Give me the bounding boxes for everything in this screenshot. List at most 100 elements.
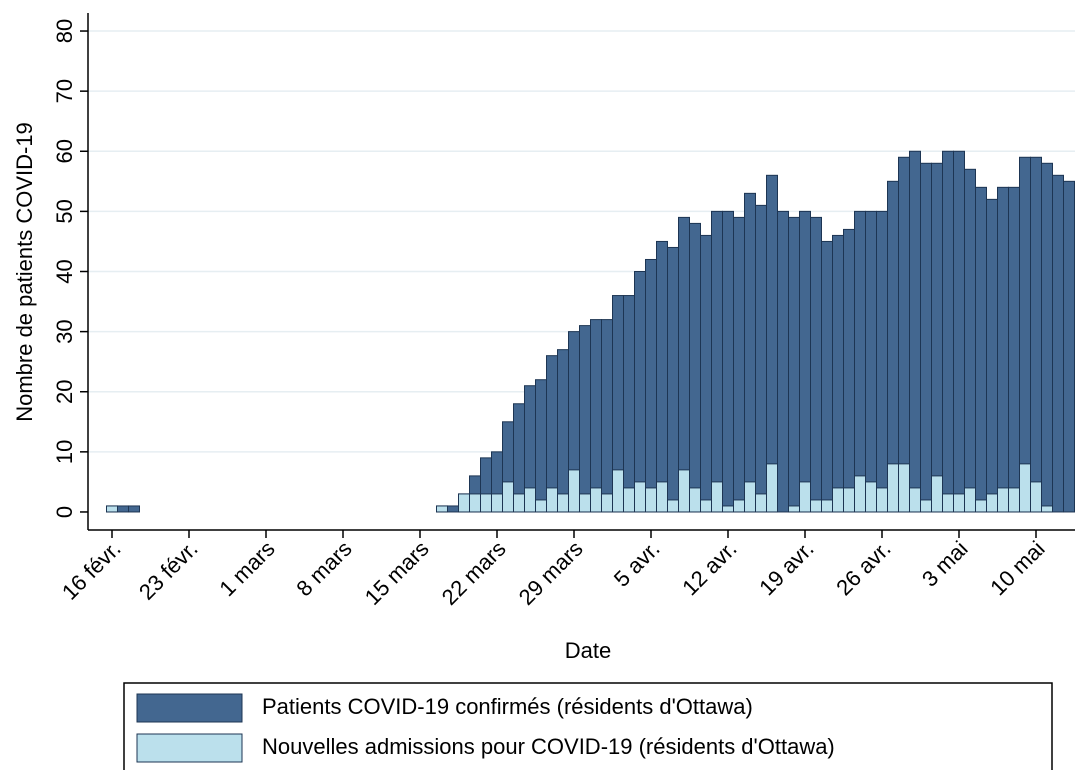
bar (854, 210, 866, 513)
bar (953, 493, 965, 513)
bar (931, 162, 943, 513)
bar (975, 499, 987, 513)
bar (755, 493, 767, 513)
bar (744, 192, 756, 513)
bar (788, 216, 800, 513)
bar (579, 493, 591, 513)
bar (601, 493, 613, 513)
bar (678, 469, 690, 513)
bar (986, 493, 998, 513)
bar (876, 487, 888, 513)
bar (821, 240, 833, 513)
bar (722, 210, 734, 513)
bar (854, 475, 866, 513)
y-tick-label: 80 (52, 19, 77, 43)
x-tick-label: 23 févr. (134, 536, 203, 605)
bar (557, 349, 569, 513)
bar (942, 493, 954, 513)
bar (733, 216, 745, 513)
bar (568, 469, 580, 513)
bar (1041, 505, 1053, 513)
bar (612, 469, 624, 513)
bar (667, 499, 679, 513)
bar (524, 487, 536, 513)
x-tick-label: 19 avr. (754, 536, 818, 600)
bar (117, 505, 129, 513)
y-tick-label: 30 (52, 319, 77, 343)
bar (832, 234, 844, 513)
bar (788, 505, 800, 513)
bar (964, 168, 976, 513)
bar (1030, 156, 1042, 513)
bar (546, 487, 558, 513)
bar (821, 499, 833, 513)
bar (623, 295, 635, 513)
y-tick-label: 10 (52, 440, 77, 464)
y-axis-title: Nombre de patients COVID-19 (12, 122, 37, 422)
legend-swatch (136, 733, 243, 763)
bar (964, 487, 976, 513)
bar (777, 210, 789, 513)
bar (535, 379, 547, 513)
bar (1019, 463, 1031, 513)
bar (645, 487, 657, 513)
x-tick-label: 15 mars (360, 536, 434, 610)
x-tick-label: 12 avr. (677, 536, 741, 600)
bar (656, 481, 668, 513)
x-tick-label: 8 mars (291, 536, 356, 601)
bar (920, 162, 932, 513)
bar (1008, 487, 1020, 513)
legend-swatch (136, 693, 243, 723)
bar (898, 463, 910, 513)
bar (997, 186, 1009, 513)
bar (689, 222, 701, 513)
x-tick-label: 3 mai (917, 536, 973, 592)
bar (590, 319, 602, 513)
bar (832, 487, 844, 513)
bar (700, 234, 712, 513)
bar (843, 228, 855, 513)
bar (480, 493, 492, 513)
bar (766, 463, 778, 513)
bar (128, 505, 140, 513)
bar (106, 505, 118, 513)
bar (678, 216, 690, 513)
bar (601, 319, 613, 513)
bar (645, 258, 657, 513)
bar (711, 481, 723, 513)
bar (865, 481, 877, 513)
bar (469, 493, 481, 513)
y-tick-label: 0 (52, 506, 77, 518)
bar (909, 150, 921, 513)
bar (931, 475, 943, 513)
bar (799, 481, 811, 513)
bar (634, 481, 646, 513)
bar (513, 493, 525, 513)
x-tick-label: 26 avr. (831, 536, 895, 600)
bar (920, 499, 932, 513)
bar (909, 487, 921, 513)
bar (986, 198, 998, 513)
y-tick-label: 70 (52, 79, 77, 103)
bar (942, 150, 954, 513)
bar (887, 463, 899, 513)
bar (755, 204, 767, 513)
y-tick-label: 20 (52, 379, 77, 403)
bar (491, 493, 503, 513)
bar (502, 481, 514, 513)
bar (447, 505, 459, 513)
bar (579, 325, 591, 513)
bar (843, 487, 855, 513)
legend-label: Patients COVID-19 confirmés (résidents d… (262, 694, 753, 719)
bar (898, 156, 910, 513)
x-tick-label: 1 mars (214, 536, 279, 601)
bar (590, 487, 602, 513)
bar (865, 210, 877, 513)
bar (1041, 162, 1053, 513)
bar (1008, 186, 1020, 513)
bar (1030, 481, 1042, 513)
x-tick-label: 22 mars (437, 536, 511, 610)
bar (667, 246, 679, 513)
bar (700, 499, 712, 513)
